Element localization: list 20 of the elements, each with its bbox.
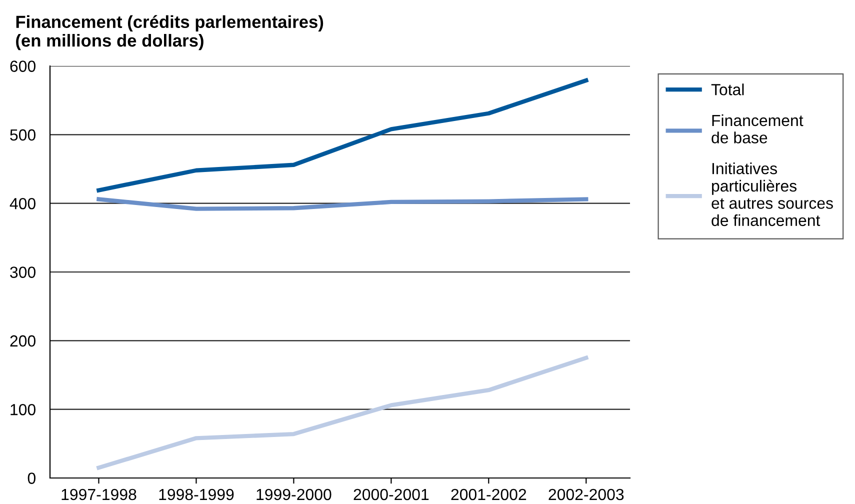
line-series bbox=[96, 356, 588, 470]
chart-title: Financement (crédits parlementaires) (en millions de dollars) bbox=[16, 15, 324, 50]
legend-label: Initiatives particulières et autres sources de financement bbox=[712, 162, 833, 226]
legend-label: Financement de base bbox=[712, 114, 804, 144]
x-tick-label: 2002-2003 bbox=[548, 488, 624, 500]
x-tick-label: 1999-2000 bbox=[256, 488, 332, 500]
x-tick-label: 2001-2002 bbox=[451, 488, 526, 500]
x-tick-label: 1998-1999 bbox=[159, 488, 234, 500]
y-tick-label: 400 bbox=[10, 198, 36, 210]
line-series bbox=[96, 197, 588, 211]
x-tick-label: 2000-2001 bbox=[354, 488, 429, 500]
y-tick-label: 0 bbox=[28, 472, 36, 484]
y-tick-label: 500 bbox=[10, 129, 36, 141]
y-tick-label: 200 bbox=[10, 335, 36, 347]
y-tick-label: 600 bbox=[10, 60, 36, 72]
y-tick-label: 300 bbox=[10, 266, 36, 278]
line-series bbox=[96, 78, 588, 192]
x-tick-label: 1997-1998 bbox=[62, 488, 136, 500]
legend-label: Total bbox=[711, 84, 744, 96]
y-tick-label: 100 bbox=[10, 404, 36, 416]
